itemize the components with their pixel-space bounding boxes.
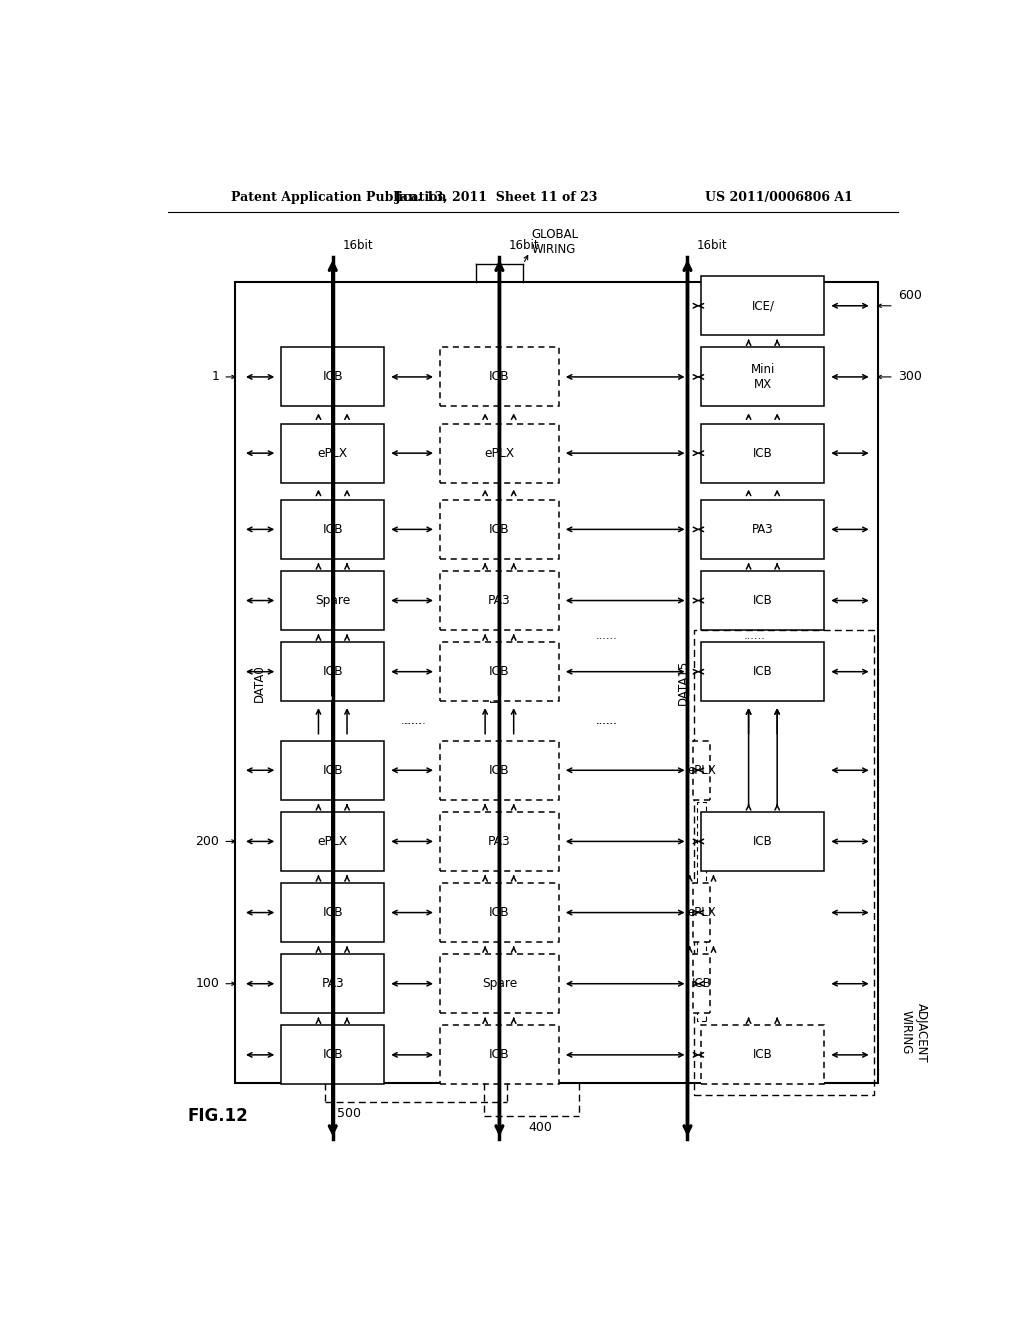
- Text: Jan. 13, 2011  Sheet 11 of 23: Jan. 13, 2011 Sheet 11 of 23: [395, 190, 599, 203]
- Bar: [282, 812, 384, 871]
- Text: ICB: ICB: [489, 906, 510, 919]
- Text: ......: ......: [596, 715, 617, 726]
- Text: 16bit: 16bit: [697, 239, 728, 252]
- Text: 300: 300: [898, 371, 922, 383]
- Text: ICB: ICB: [323, 1048, 343, 1061]
- Bar: [693, 954, 710, 1014]
- Bar: [282, 500, 384, 558]
- Bar: [440, 424, 559, 483]
- Bar: [236, 282, 878, 1084]
- Text: ICB: ICB: [753, 836, 773, 847]
- Text: PA3: PA3: [322, 977, 344, 990]
- Bar: [282, 643, 384, 701]
- Text: ICB: ICB: [323, 764, 343, 776]
- Bar: [440, 812, 559, 871]
- Bar: [282, 883, 384, 942]
- Bar: [701, 347, 824, 407]
- Text: Spare: Spare: [315, 594, 350, 607]
- Text: GLOBAL
WIRING: GLOBAL WIRING: [531, 228, 579, 256]
- Text: ICB: ICB: [489, 665, 510, 678]
- Text: PA3: PA3: [488, 836, 511, 847]
- Bar: [282, 1026, 384, 1084]
- Text: US 2011/0006806 A1: US 2011/0006806 A1: [705, 190, 853, 203]
- Text: ......: ......: [596, 631, 617, 642]
- Text: DATA1: DATA1: [488, 664, 502, 702]
- Text: ICB: ICB: [323, 665, 343, 678]
- Text: DATA15: DATA15: [677, 660, 690, 705]
- Bar: [694, 630, 874, 1094]
- Text: ICB: ICB: [323, 906, 343, 919]
- Bar: [701, 276, 824, 335]
- Text: ICB: ICB: [489, 764, 510, 776]
- Text: ICB: ICB: [753, 446, 773, 459]
- Bar: [282, 954, 384, 1014]
- Text: ePLX: ePLX: [687, 764, 716, 776]
- Bar: [440, 954, 559, 1014]
- Text: ePLX: ePLX: [484, 446, 514, 459]
- Bar: [440, 741, 559, 800]
- Text: Spare: Spare: [481, 977, 517, 990]
- Text: ICB: ICB: [489, 371, 510, 383]
- Bar: [701, 572, 824, 630]
- Text: 500: 500: [337, 1106, 360, 1119]
- Bar: [440, 500, 559, 558]
- Bar: [282, 741, 384, 800]
- Text: ICB: ICB: [323, 371, 343, 383]
- Bar: [693, 741, 710, 800]
- Bar: [701, 812, 824, 871]
- Bar: [693, 883, 710, 942]
- Text: ......: ......: [744, 631, 766, 642]
- Bar: [701, 1026, 824, 1084]
- Bar: [440, 347, 559, 407]
- Text: FIG.12: FIG.12: [187, 1107, 248, 1125]
- Text: Patent Application Publication: Patent Application Publication: [231, 190, 446, 203]
- Text: ePLX: ePLX: [317, 836, 348, 847]
- Text: ICB: ICB: [323, 523, 343, 536]
- Text: ......: ......: [406, 715, 427, 726]
- Bar: [697, 801, 706, 1022]
- Text: ePLX: ePLX: [687, 906, 716, 919]
- Text: PA3: PA3: [488, 594, 511, 607]
- Bar: [701, 500, 824, 558]
- Text: 400: 400: [528, 1121, 553, 1134]
- Text: ICB: ICB: [489, 523, 510, 536]
- Bar: [701, 643, 824, 701]
- Bar: [440, 643, 559, 701]
- Text: Mini
MX: Mini MX: [751, 363, 775, 391]
- Text: 600: 600: [898, 289, 922, 302]
- Text: DATA0: DATA0: [253, 664, 265, 702]
- Bar: [282, 424, 384, 483]
- Text: 1: 1: [211, 371, 219, 383]
- Text: 100: 100: [196, 977, 219, 990]
- Text: ......: ......: [596, 715, 617, 726]
- Text: ICE/: ICE/: [752, 300, 774, 313]
- Bar: [282, 572, 384, 630]
- Text: ......: ......: [401, 715, 423, 726]
- Bar: [440, 1026, 559, 1084]
- Bar: [440, 883, 559, 942]
- Text: ICB: ICB: [489, 1048, 510, 1061]
- Text: ePLX: ePLX: [317, 446, 348, 459]
- Bar: [701, 424, 824, 483]
- Bar: [282, 347, 384, 407]
- Text: ICB: ICB: [753, 1048, 773, 1061]
- Text: 200: 200: [196, 836, 219, 847]
- Text: ADJACENT
WIRING: ADJACENT WIRING: [900, 1003, 928, 1063]
- Bar: [440, 572, 559, 630]
- Text: 16bit: 16bit: [509, 239, 540, 252]
- Text: PA3: PA3: [752, 523, 774, 536]
- Text: 16bit: 16bit: [342, 239, 373, 252]
- Text: ICB: ICB: [753, 665, 773, 678]
- Text: ICB: ICB: [753, 594, 773, 607]
- Text: ICB: ICB: [691, 977, 712, 990]
